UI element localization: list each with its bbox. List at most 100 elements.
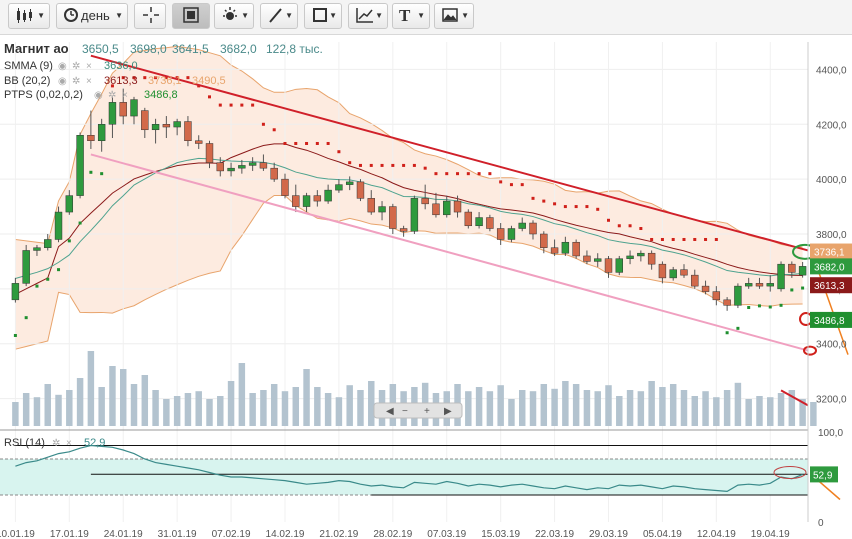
rsi-badge-label: 52,9 xyxy=(813,470,833,481)
sar-dot xyxy=(358,163,362,167)
volume-bar xyxy=(648,381,655,426)
sar-dot xyxy=(671,237,675,241)
volume-bar xyxy=(605,385,612,426)
candle-body xyxy=(141,110,149,131)
gear-icon[interactable]: ✲ xyxy=(108,90,116,101)
sar-dot xyxy=(369,163,373,167)
price-badge-label: 3613,3 xyxy=(814,281,845,292)
smma-line xyxy=(15,157,803,279)
price-badge xyxy=(810,258,852,275)
low-value: 3641,5 xyxy=(172,42,209,56)
sar-dot xyxy=(434,172,438,176)
sar-dot xyxy=(251,103,255,107)
candle-body xyxy=(227,167,235,172)
volume-bar xyxy=(734,382,742,426)
volume-bar xyxy=(22,393,30,426)
price-chart[interactable]: 4400,04200,04000,03800,03600,03400,03200… xyxy=(0,34,852,539)
date-tick-label: 24.01.19 xyxy=(104,529,143,539)
candle-body xyxy=(744,283,753,287)
sar-dot xyxy=(456,172,460,176)
close-icon[interactable]: × xyxy=(86,76,92,87)
zoom-in-icon[interactable]: + xyxy=(424,406,430,417)
shapes-button[interactable]: ▼ xyxy=(304,3,342,29)
candle-body xyxy=(130,99,138,117)
text-tool-button[interactable]: T ▼ xyxy=(392,3,430,29)
image-button[interactable]: ▼ xyxy=(434,3,474,29)
draw-line-button[interactable]: ▼ xyxy=(260,3,298,29)
volume-bar xyxy=(33,397,41,426)
volume-bar xyxy=(217,396,224,426)
candle-body xyxy=(712,291,721,301)
candle-body xyxy=(205,143,214,163)
sar-dot xyxy=(337,150,341,154)
sar-dot xyxy=(747,306,751,310)
text-icon: T xyxy=(399,6,411,25)
sar-dot xyxy=(24,316,28,320)
volume-bar xyxy=(529,391,537,426)
volume-bar xyxy=(723,390,731,426)
volume-bar xyxy=(788,390,796,426)
volume-bar xyxy=(659,387,666,426)
chevron-down-icon: ▼ xyxy=(115,11,123,20)
eye-icon[interactable]: ◉ xyxy=(94,90,103,101)
volume-bar xyxy=(335,397,343,426)
candle-body xyxy=(97,124,106,141)
candle-body xyxy=(540,233,548,248)
candle-body xyxy=(734,285,742,306)
volume-bar xyxy=(680,390,688,426)
candle-body xyxy=(248,162,257,166)
price-badge xyxy=(810,277,852,294)
sar-dot xyxy=(143,76,147,80)
chart-type-button[interactable]: ▼ xyxy=(8,3,50,29)
volume-bar xyxy=(572,384,580,426)
rsi-tick-label: 0 xyxy=(818,518,824,529)
close-icon[interactable]: × xyxy=(122,90,128,101)
bb-mid-value: 3613,3 xyxy=(104,75,138,87)
candle-body xyxy=(615,258,623,273)
rsi-name: RSI (14) xyxy=(4,437,45,449)
candle-body xyxy=(777,263,785,290)
sar-dot xyxy=(660,237,664,241)
eye-icon[interactable]: ◉ xyxy=(58,61,67,72)
bb-lower-line xyxy=(15,194,803,350)
price-badge-label: 3486,8 xyxy=(814,316,845,327)
volume-bar xyxy=(227,381,235,426)
scroll-right-icon[interactable]: ▶ xyxy=(444,406,452,417)
sar-dot xyxy=(607,218,610,222)
timeframe-dropdown[interactable]: день ▼ xyxy=(56,3,128,29)
indicators-button[interactable]: ▼ xyxy=(214,3,254,29)
date-tick-label: 12.04.19 xyxy=(697,529,736,539)
chevron-down-icon: ▼ xyxy=(417,11,425,20)
candle-body xyxy=(173,121,181,128)
gear-icon[interactable]: ✲ xyxy=(52,438,60,449)
scroll-control[interactable]: ◀ − + ▶ xyxy=(373,402,463,419)
sar-dot xyxy=(164,76,168,80)
fibonacci-button[interactable]: ▼ xyxy=(348,3,388,29)
close-icon[interactable]: × xyxy=(86,61,92,72)
volume-bar xyxy=(270,384,278,426)
price-badge xyxy=(810,243,852,260)
gear-icon[interactable]: ✲ xyxy=(72,76,80,87)
volume-bar xyxy=(55,394,62,426)
volume-bar xyxy=(486,391,494,426)
rsi-tick-label: 100,0 xyxy=(818,428,843,439)
close-icon[interactable]: × xyxy=(66,438,72,449)
sar-dot xyxy=(110,84,114,88)
date-tick-label: 07.02.19 xyxy=(212,529,251,539)
sar-dot xyxy=(520,183,524,187)
bb-name: BB (20,2) xyxy=(4,75,50,87)
volume-bar xyxy=(616,396,623,426)
sar-dot xyxy=(725,331,729,335)
zoom-out-icon[interactable]: − xyxy=(402,406,408,417)
gear-icon[interactable]: ✲ xyxy=(72,61,80,72)
chevron-down-icon: ▼ xyxy=(241,11,249,20)
frame-button[interactable] xyxy=(172,3,210,29)
crosshair-button[interactable] xyxy=(134,3,166,29)
sar-dot xyxy=(294,141,298,145)
eye-icon[interactable]: ◉ xyxy=(58,76,67,87)
candle-body xyxy=(594,258,602,262)
scroll-left-icon[interactable]: ◀ xyxy=(386,406,394,417)
volume-trend-line xyxy=(780,389,809,407)
candle-body xyxy=(367,198,375,213)
timeframe-label: день xyxy=(81,8,110,23)
